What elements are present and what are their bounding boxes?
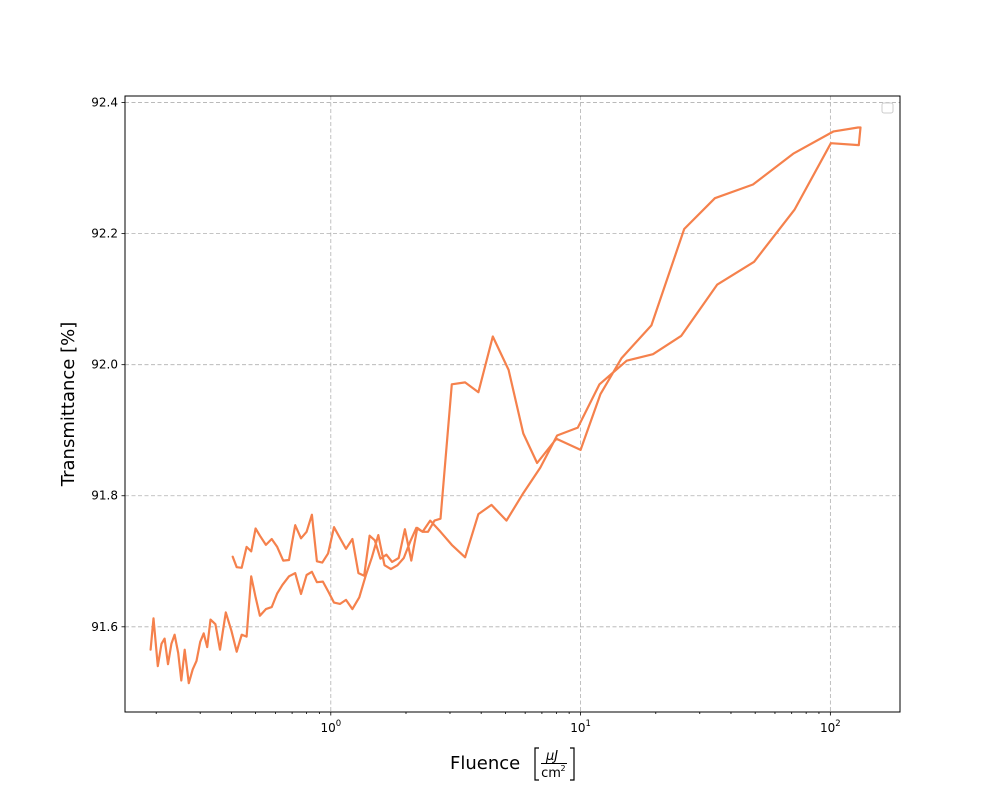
y-tick-label: 92.0 [91, 358, 118, 372]
x-axis-unit-numerator: μJ [545, 749, 558, 764]
x-tick-label: 102 [820, 719, 841, 735]
grid [125, 96, 900, 712]
y-tick-label: 92.4 [91, 96, 118, 110]
plot-frame [124, 95, 901, 713]
legend-box [881, 102, 894, 114]
y-tick-label: 92.2 [91, 227, 118, 241]
y-axis-title: Transmittance [%] [58, 322, 79, 488]
x-axis-title-text: Fluence [450, 753, 520, 774]
x-axis-unit-right-bracket [570, 747, 575, 781]
x-axis-unit-exponent: 2 [560, 764, 565, 773]
x-axis-title: Fluence μJ cm 2 [450, 747, 575, 781]
series-line [149, 126, 862, 685]
series-layer [149, 126, 862, 685]
x-axis-unit-left-bracket [534, 747, 539, 781]
y-tick-label: 91.6 [91, 620, 118, 634]
x-tick-label: 101 [570, 719, 591, 735]
y-tick-label: 91.8 [91, 489, 118, 503]
x-axis-unit-denominator: cm [541, 766, 561, 781]
y-axis-ticks: 91.6 91.8 92.0 92.2 92.4 [91, 96, 125, 634]
x-axis-ticks: 100 101 102 [155, 712, 841, 735]
x-tick-label: 100 [320, 719, 341, 735]
